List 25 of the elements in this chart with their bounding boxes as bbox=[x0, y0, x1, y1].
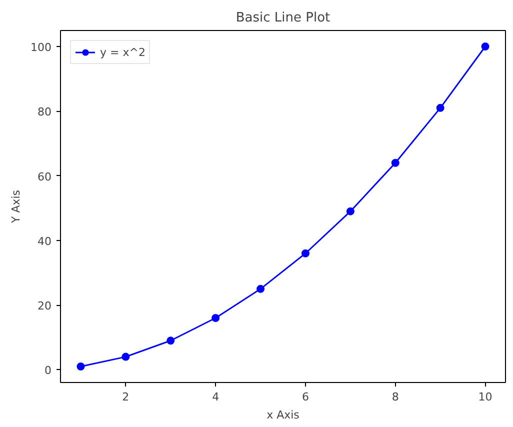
point bbox=[481, 42, 490, 50]
y-tick-label: 60 bbox=[38, 170, 52, 184]
x-axis-title: x Axis bbox=[266, 408, 300, 422]
y-tick-label: 80 bbox=[38, 106, 52, 119]
point bbox=[212, 314, 220, 322]
point bbox=[122, 352, 130, 361]
x-tick-label: 6 bbox=[302, 390, 309, 404]
point bbox=[436, 104, 444, 112]
point bbox=[301, 249, 310, 258]
point bbox=[76, 362, 85, 370]
point bbox=[346, 207, 354, 216]
chart-title: Basic Line Plot bbox=[236, 10, 330, 26]
x-tick-label: 4 bbox=[212, 390, 220, 404]
y-axis-title: Y Axis bbox=[10, 190, 23, 224]
point bbox=[166, 336, 175, 345]
x-tick-label: 8 bbox=[392, 390, 399, 404]
legend-label: y = x^2 bbox=[100, 45, 146, 59]
x-tick-label: 10 bbox=[478, 390, 492, 404]
point bbox=[256, 284, 265, 293]
y-tick-label: 20 bbox=[38, 300, 52, 313]
y-tick-label: 40 bbox=[38, 234, 52, 248]
y-tick-label: 100 bbox=[30, 41, 52, 54]
point bbox=[391, 158, 400, 167]
y-tick-label: 0 bbox=[44, 364, 52, 378]
x-tick-label: 2 bbox=[122, 390, 130, 404]
